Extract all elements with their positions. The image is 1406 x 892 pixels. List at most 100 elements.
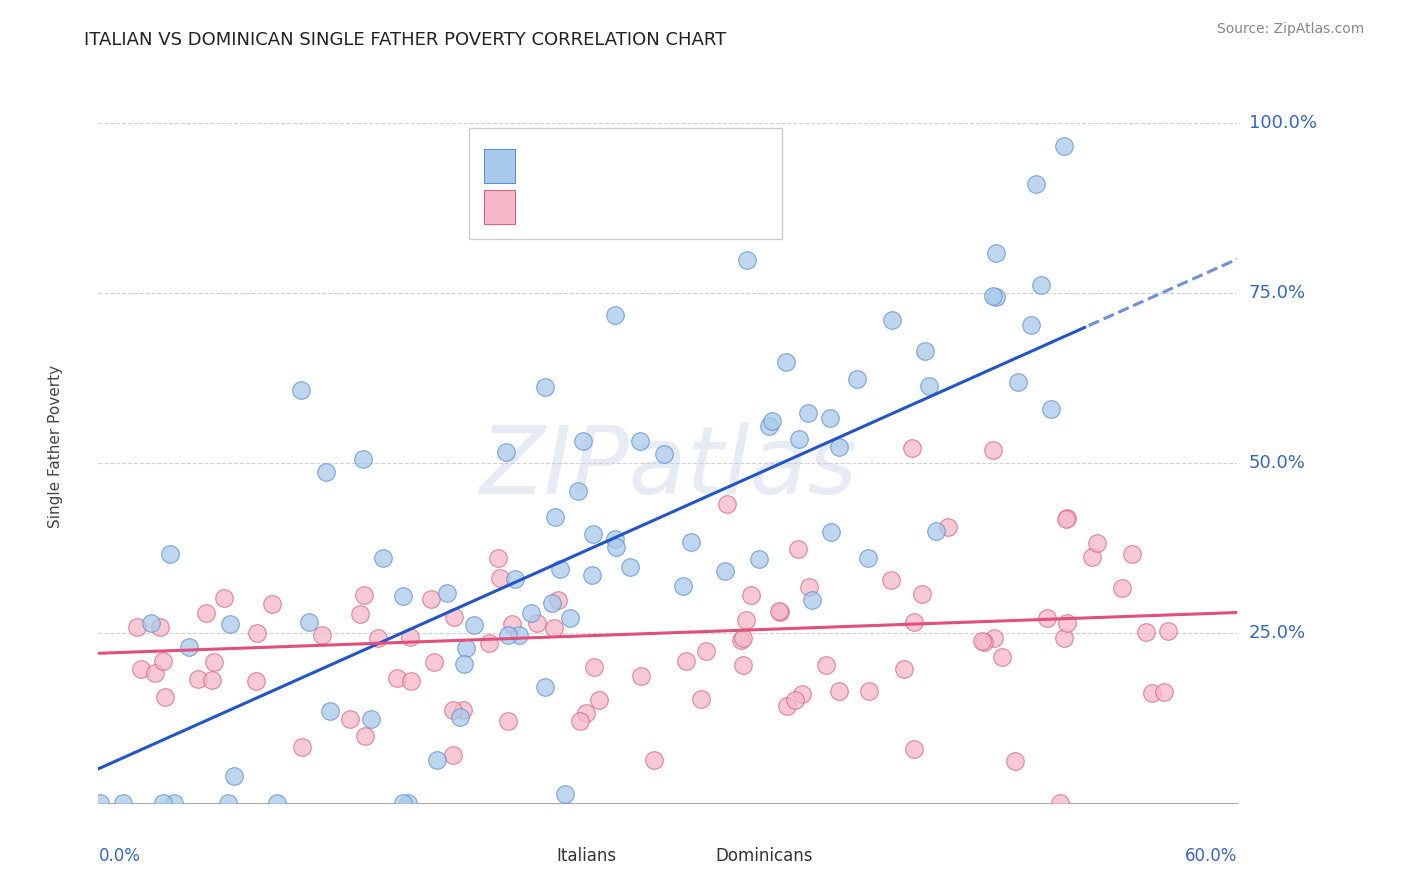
Text: R = 0.108   N = 90: R = 0.108 N = 90 bbox=[527, 198, 685, 216]
Point bbox=[349, 607, 371, 622]
FancyBboxPatch shape bbox=[468, 128, 782, 239]
Point bbox=[558, 611, 581, 625]
Point bbox=[734, 613, 756, 627]
Point bbox=[217, 796, 239, 810]
Point bbox=[1153, 685, 1175, 699]
Point bbox=[797, 406, 820, 420]
Point bbox=[1056, 511, 1078, 525]
Point bbox=[449, 710, 471, 724]
Point bbox=[201, 673, 224, 687]
Point bbox=[129, 662, 152, 676]
Point bbox=[352, 451, 374, 466]
Point bbox=[588, 693, 610, 707]
Point bbox=[111, 796, 134, 810]
Point bbox=[441, 747, 464, 762]
Point bbox=[1056, 615, 1078, 630]
Point bbox=[748, 552, 770, 566]
Point bbox=[681, 534, 703, 549]
Point bbox=[991, 649, 1014, 664]
Point bbox=[797, 580, 820, 594]
Point bbox=[582, 526, 605, 541]
Point bbox=[695, 644, 717, 658]
Point bbox=[925, 524, 948, 539]
Point bbox=[495, 445, 517, 459]
Point bbox=[534, 380, 557, 394]
Point bbox=[1025, 177, 1047, 191]
Point bbox=[628, 434, 651, 449]
Point bbox=[1049, 796, 1071, 810]
Point bbox=[731, 658, 754, 673]
Point bbox=[983, 632, 1005, 646]
Point bbox=[893, 662, 915, 676]
Point bbox=[603, 532, 626, 546]
Point bbox=[575, 706, 598, 721]
Point bbox=[319, 704, 342, 718]
Point bbox=[1121, 547, 1143, 561]
Point bbox=[858, 684, 880, 698]
Text: 60.0%: 60.0% bbox=[1185, 847, 1237, 865]
Point bbox=[194, 607, 217, 621]
Point bbox=[371, 551, 394, 566]
Point bbox=[568, 714, 591, 728]
Point bbox=[443, 609, 465, 624]
Point bbox=[163, 796, 186, 810]
Point bbox=[901, 442, 924, 456]
Point bbox=[420, 592, 443, 607]
Point bbox=[463, 618, 485, 632]
Point bbox=[758, 419, 780, 434]
Point bbox=[398, 630, 420, 644]
Point bbox=[984, 290, 1007, 304]
Point bbox=[260, 597, 283, 611]
Point bbox=[547, 593, 569, 607]
Text: Italians: Italians bbox=[557, 847, 616, 865]
Point bbox=[143, 665, 166, 680]
Point bbox=[392, 589, 415, 603]
Point bbox=[740, 588, 762, 602]
Point bbox=[451, 703, 474, 717]
Point bbox=[423, 655, 446, 669]
Point bbox=[354, 729, 377, 743]
Point bbox=[392, 796, 415, 810]
Text: R = 0.541   N = 78: R = 0.541 N = 78 bbox=[527, 157, 685, 175]
Text: Source: ZipAtlas.com: Source: ZipAtlas.com bbox=[1216, 22, 1364, 37]
Point bbox=[914, 343, 936, 358]
Point bbox=[153, 690, 176, 705]
Point bbox=[768, 605, 790, 619]
Point bbox=[643, 753, 665, 767]
Point bbox=[858, 551, 880, 566]
Point bbox=[1085, 536, 1108, 550]
Point bbox=[212, 591, 235, 605]
Point bbox=[540, 596, 562, 610]
Point bbox=[775, 355, 797, 369]
Point bbox=[187, 672, 209, 686]
Text: ITALIAN VS DOMINICAN SINGLE FATHER POVERTY CORRELATION CHART: ITALIAN VS DOMINICAN SINGLE FATHER POVER… bbox=[84, 31, 727, 49]
Point bbox=[486, 550, 509, 565]
Point bbox=[152, 654, 174, 668]
Point bbox=[311, 628, 333, 642]
Point bbox=[619, 560, 641, 574]
Point bbox=[453, 657, 475, 671]
Point bbox=[353, 588, 375, 602]
Point bbox=[1053, 139, 1076, 153]
Point bbox=[202, 655, 225, 669]
Point bbox=[290, 384, 312, 398]
Point bbox=[787, 432, 810, 446]
Point bbox=[496, 714, 519, 729]
Point bbox=[605, 540, 627, 554]
Point bbox=[149, 620, 172, 634]
Point bbox=[690, 692, 713, 706]
Point bbox=[1157, 624, 1180, 638]
Point bbox=[544, 509, 567, 524]
Point bbox=[1007, 376, 1029, 390]
Point bbox=[581, 568, 603, 582]
Point bbox=[89, 796, 111, 810]
Point bbox=[630, 669, 652, 683]
Point bbox=[139, 615, 162, 630]
Point bbox=[454, 640, 477, 655]
Point bbox=[880, 313, 903, 327]
Point bbox=[554, 787, 576, 801]
Point bbox=[1053, 631, 1076, 645]
Point bbox=[846, 372, 869, 386]
Point bbox=[179, 640, 201, 654]
Point bbox=[441, 703, 464, 717]
